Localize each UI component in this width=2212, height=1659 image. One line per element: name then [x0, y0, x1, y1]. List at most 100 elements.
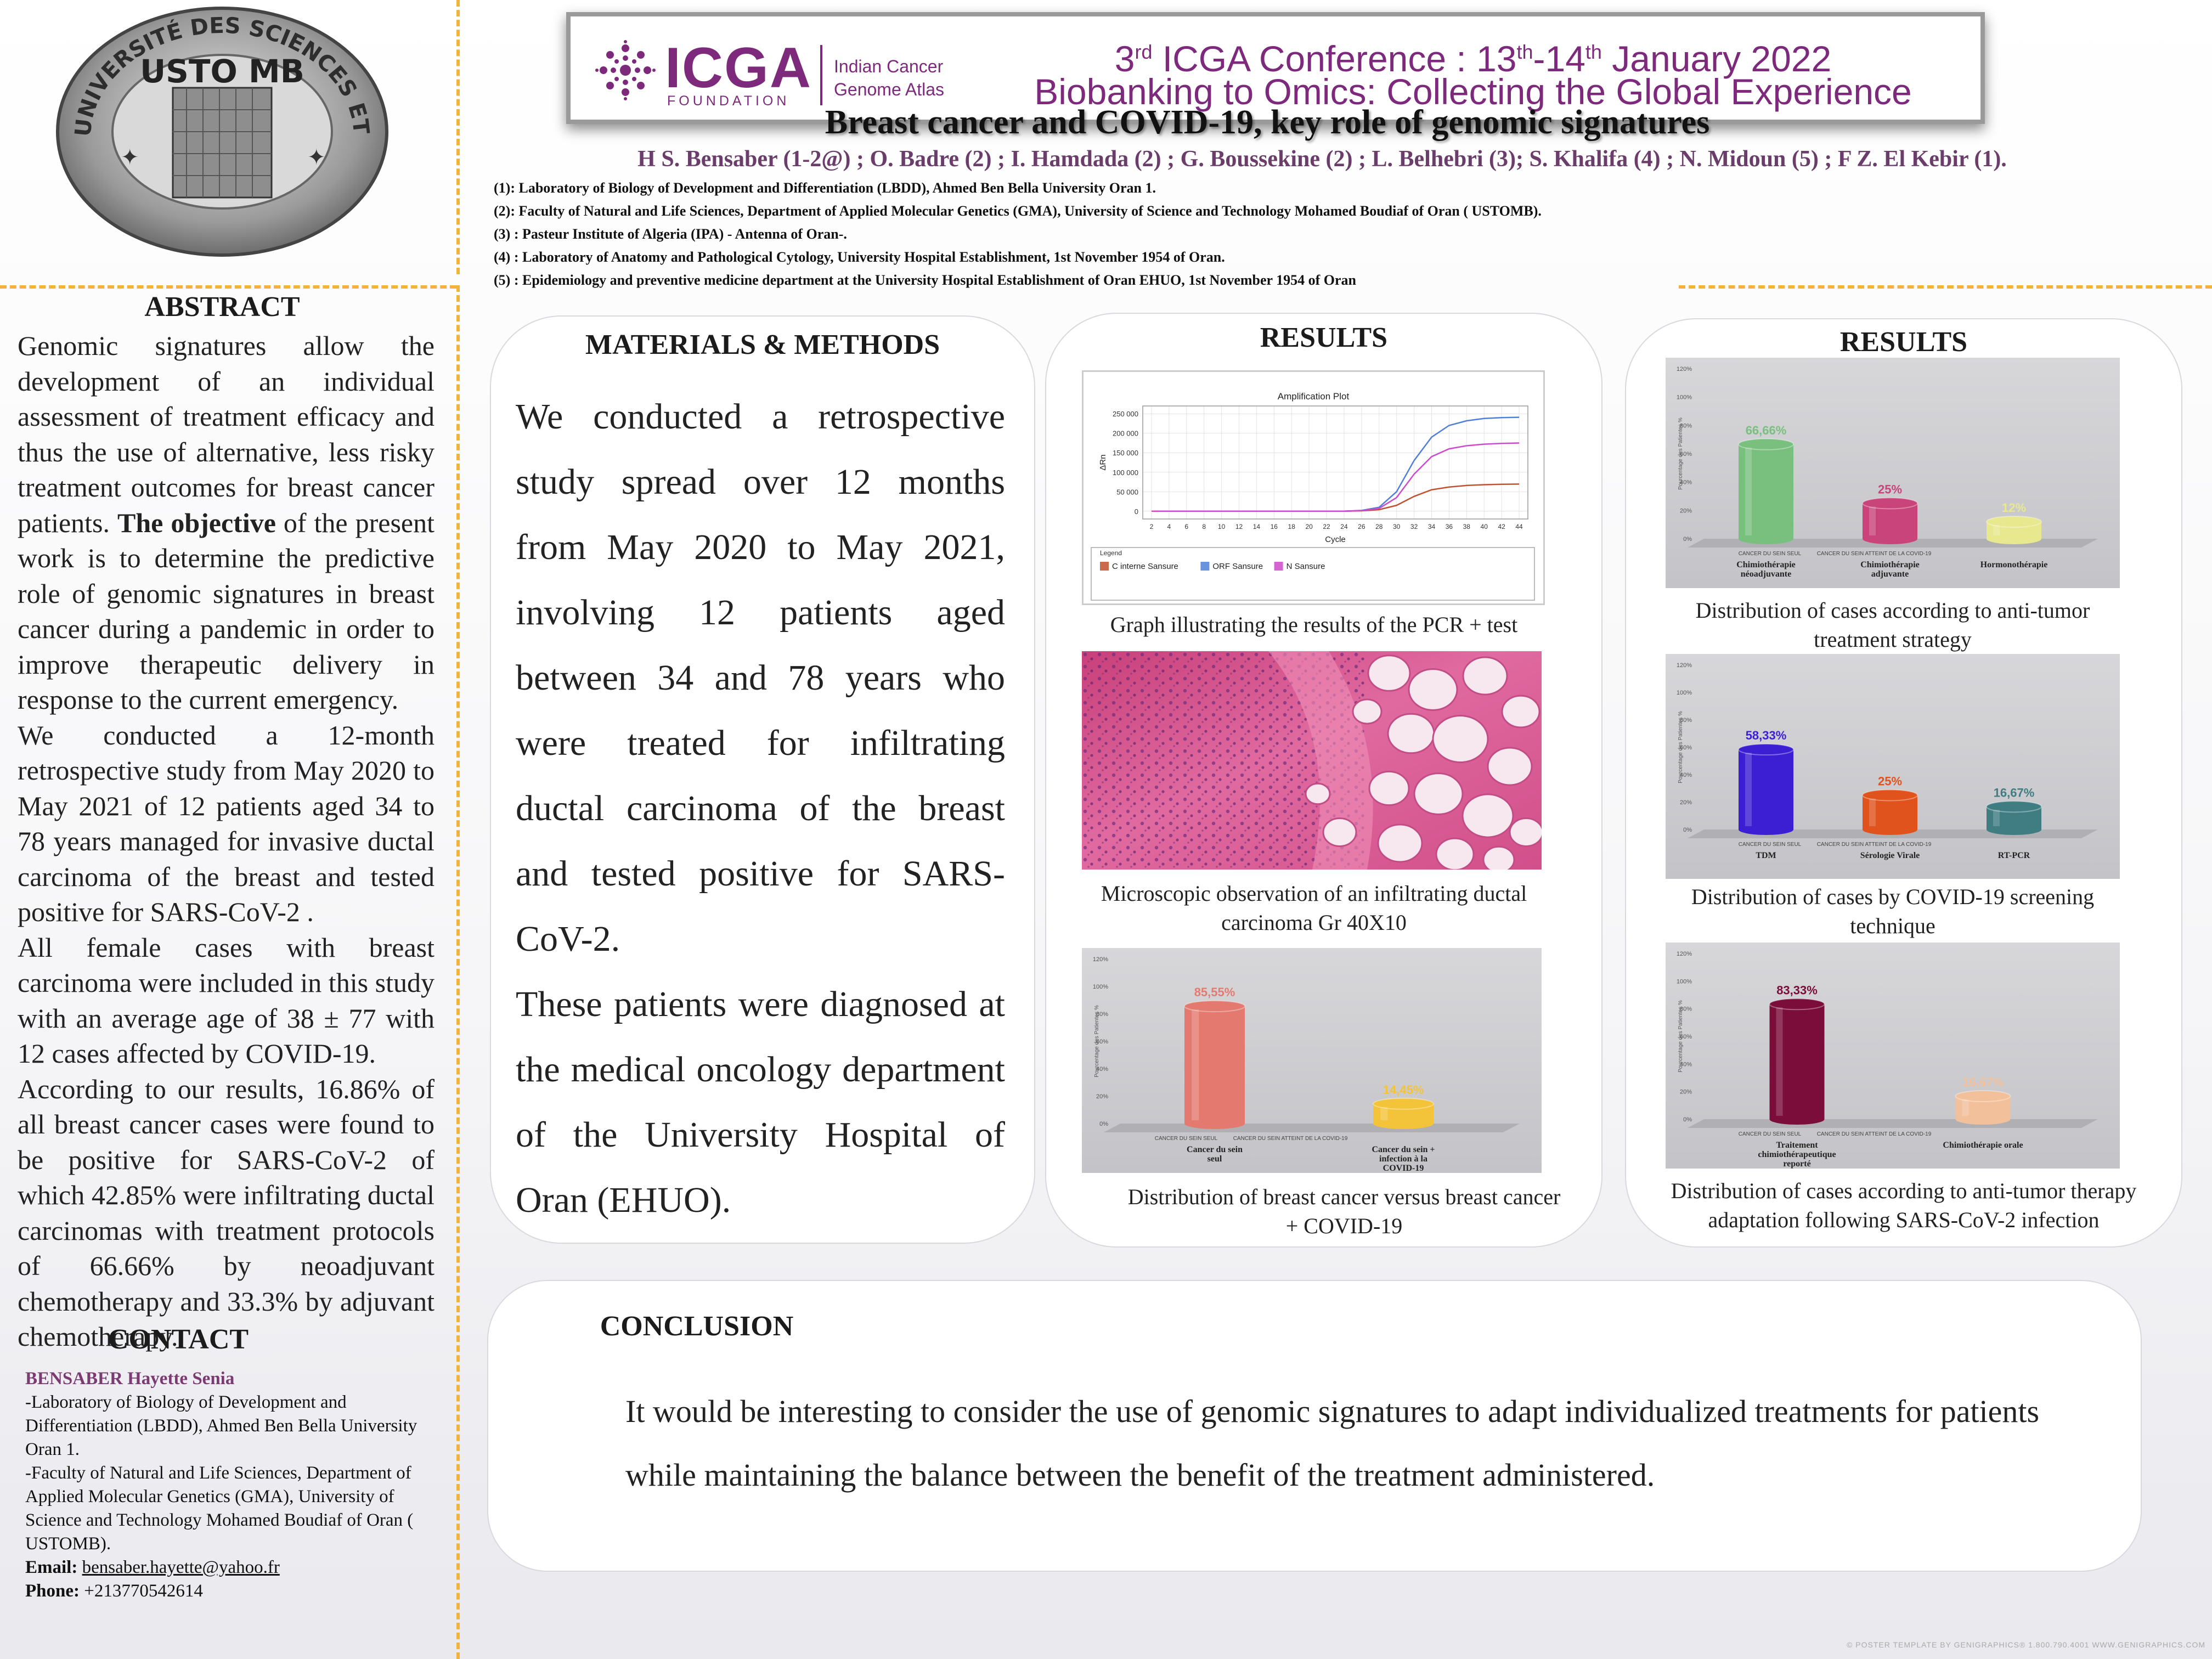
y-tick-label: 120%: [1677, 662, 1692, 669]
y-tick-label: 40%: [1680, 1061, 1692, 1068]
y-tick-label: 60%: [1680, 744, 1692, 751]
y-tick-label: 20%: [1680, 507, 1692, 514]
bar-chart-therapy-adaptation: 0% 20% 40% 60% 80% 100% 120% Pourcentage des Pa…: [1666, 943, 2120, 1169]
bar-top: [1955, 1090, 2011, 1103]
chart-floor: [1104, 1124, 1520, 1132]
x-tick-label: 26: [1358, 523, 1365, 531]
y-tick-label: 40%: [1680, 772, 1692, 778]
bar-top: [1986, 800, 2042, 813]
category-label: Chimiothérapie: [1860, 560, 1920, 569]
bar-chart-screening-technique: 0% 20% 40% 60% 80% 100% 120% Pourcentage des Pa…: [1666, 654, 2120, 879]
bar-highlight: [1380, 1107, 1388, 1120]
university-logo-short: USTO MB: [140, 53, 304, 90]
y-axis-label: Pourcentage des Patientes %: [1678, 711, 1684, 783]
conclusion-heading: CONCLUSION: [600, 1311, 794, 1342]
affiliation: (2): Faculty of Natural and Life Science…: [494, 203, 1542, 219]
y-tick-label: 0%: [1683, 536, 1692, 543]
y-tick-label: 0: [1135, 507, 1138, 516]
bar-top: [1986, 516, 2042, 528]
category-label: Traitement: [1776, 1141, 1818, 1150]
bar: [1769, 1004, 1825, 1119]
x-tick-label: 22: [1323, 523, 1330, 531]
bar-top: [1769, 998, 1825, 1011]
floor-label: CANCER DU SEIN ATTEINT DE LA COVID-19: [1817, 551, 1932, 557]
bar-chart-breast-cancer-covid: 0% 20% 40% 60% 80% 100% 120% Pourcentage des Pa…: [1082, 948, 1542, 1173]
poster-title: Breast cancer and COVID-19, key role of …: [825, 104, 1710, 141]
abstract-heading: ABSTRACT: [144, 291, 300, 323]
y-tick-label: 200 000: [1113, 430, 1138, 438]
affiliation: (4) : Laboratory of Anatomy and Patholog…: [494, 249, 1225, 265]
x-tick-label: 10: [1218, 523, 1226, 531]
y-axis-label: Pourcentage des Patientes %: [1678, 1000, 1684, 1073]
legend-swatch: [1200, 562, 1210, 571]
results-heading-2: RESULTS: [1839, 326, 1968, 358]
methods-heading: MATERIALS & METHODS: [585, 329, 940, 360]
category-label: reporté: [1783, 1159, 1810, 1169]
y-tick-label: 0%: [1683, 1116, 1692, 1123]
methods-card: MATERIALS & METHODS: [490, 315, 1035, 1244]
category-label: Cancer du sein +: [1372, 1145, 1435, 1154]
bar: [1739, 444, 1793, 539]
y-tick-label: 80%: [1680, 717, 1692, 724]
floor-label: CANCER DU SEIN ATTEINT DE LA COVID-19: [1817, 842, 1932, 848]
x-tick-label: 4: [1167, 523, 1171, 531]
y-tick-label: 60%: [1680, 451, 1692, 458]
x-tick-label: 12: [1235, 523, 1243, 531]
y-tick-label: 80%: [1680, 1006, 1692, 1013]
bar-top: [1738, 743, 1794, 756]
x-tick-label: 42: [1498, 523, 1505, 531]
conclusion-card: [487, 1280, 2142, 1572]
icga-logo-subtext: FOUNDATION: [667, 93, 790, 109]
bar-highlight: [1745, 753, 1752, 826]
affiliation: (5) : Epidemiology and preventive medici…: [494, 272, 1356, 288]
bar-highlight: [1869, 798, 1876, 826]
bar-base: [1987, 824, 2041, 835]
conference-banner: ICGA FOUNDATION Indian Cancer Genome Atl…: [566, 12, 1985, 124]
x-tick-label: 18: [1288, 523, 1296, 531]
x-tick-label: 34: [1428, 523, 1436, 531]
legend-swatch: [1100, 562, 1109, 571]
x-tick-label: 6: [1184, 523, 1188, 531]
x-tick-label: 38: [1463, 523, 1471, 531]
caption-screening-technique: Distribution of cases by COVID-19 screen…: [1691, 884, 2095, 938]
floor-label: CANCER DU SEIN SEUL: [1739, 551, 1802, 557]
x-tick-label: 28: [1375, 523, 1383, 531]
y-tick-label: 150 000: [1113, 449, 1138, 457]
x-axis-label: Cycle: [1325, 535, 1346, 544]
data-label: 85,55%: [1194, 985, 1235, 999]
y-axis-label: ΔRn: [1098, 454, 1108, 470]
x-tick-label: 36: [1446, 523, 1453, 531]
fat-cell: [1368, 770, 1410, 806]
y-tick-label: 50 000: [1116, 488, 1138, 496]
results-heading-1: RESULTS: [1260, 322, 1388, 353]
bar-base: [1955, 1114, 2011, 1125]
data-label: 16,67%: [1962, 1075, 2004, 1089]
affiliation: (3) : Pasteur Institute of Algeria (IPA)…: [494, 226, 847, 242]
caption-distribution-cancer: Distribution of breast cancer versus bre…: [1127, 1184, 1561, 1238]
floor-label: CANCER DU SEIN SEUL: [1739, 842, 1802, 848]
fat-cell: [1509, 817, 1542, 847]
fat-cell: [1305, 782, 1331, 805]
fat-cell: [1462, 793, 1514, 838]
email-link[interactable]: bensaber.hayette@yahoo.fr: [82, 1558, 280, 1577]
plot-frame: [1142, 405, 1528, 520]
floor-label: CANCER DU SEIN SEUL: [1155, 1136, 1218, 1142]
divider-vertical-top: [456, 0, 460, 274]
contact-name: BENSABER Hayette Senia: [25, 1369, 235, 1389]
bar-top: [1862, 789, 1918, 802]
data-label: 16,67%: [1994, 786, 2035, 799]
bar-base: [1987, 533, 2041, 544]
pcr-amplification-plot: Amplification Plot 0 50 000 100 000 150 000…: [1082, 370, 1545, 605]
x-tick-label: 44: [1515, 523, 1523, 531]
svg-text:✦: ✦: [121, 145, 139, 170]
category-label: TDM: [1756, 851, 1776, 860]
y-tick-label: 60%: [1096, 1039, 1108, 1045]
bar-base: [1184, 1118, 1245, 1129]
affiliations: (1): Laboratory of Biology of Developmen…: [494, 177, 2085, 292]
caption-treatment-strategy: Distribution of cases according to anti-…: [1695, 598, 2090, 652]
category-label: Sérologie Virale: [1860, 851, 1920, 860]
icga-logo-icon: [595, 40, 656, 100]
x-tick-label: 30: [1393, 523, 1401, 531]
template-credit: © POSTER TEMPLATE BY GENIGRAPHICS® 1.800…: [1847, 1640, 2205, 1649]
fat-cell: [1435, 837, 1475, 870]
